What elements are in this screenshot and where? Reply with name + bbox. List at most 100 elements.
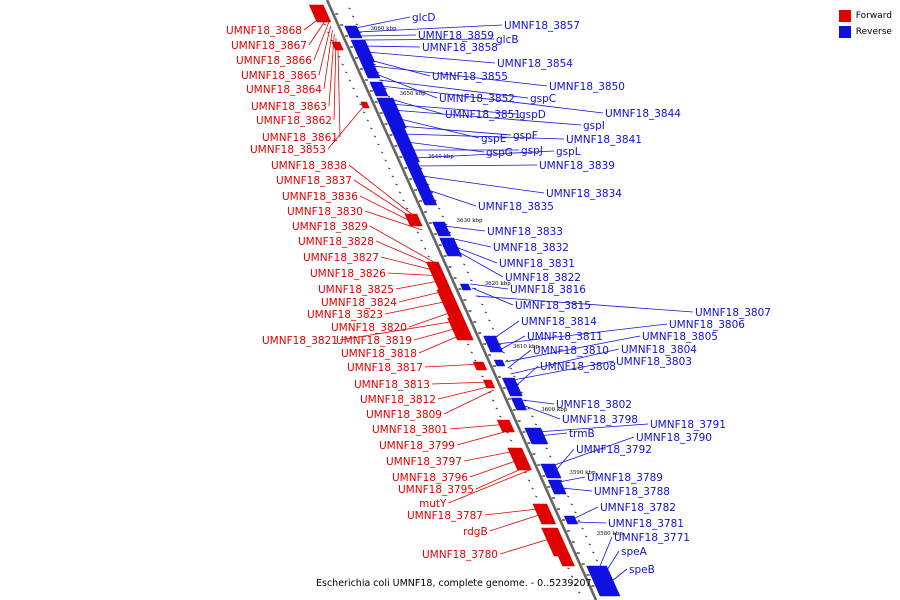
reverse-gene-label: UMNF18_3841	[566, 134, 642, 146]
reverse-gene-label: gspI	[583, 120, 605, 132]
reverse-label-leader	[392, 109, 582, 126]
forward-gene-label: UMNF18_3780	[422, 549, 498, 561]
minor-tick	[373, 135, 377, 138]
forward-gene-label: UMNF18_3797	[386, 456, 462, 468]
forward-label-leader	[456, 429, 512, 446]
forward-label-leader	[384, 299, 454, 315]
reverse-label-leader	[551, 436, 635, 467]
reverse-label-leader	[554, 448, 575, 473]
reverse-label-leader	[427, 189, 477, 207]
forward-gene-label: UMNF18_3801	[372, 424, 448, 436]
minor-tick	[592, 551, 595, 554]
forward-label-leader	[413, 325, 466, 341]
forward-gene-label: UMNF18_3853	[250, 144, 326, 156]
reverse-gene-label: UMNF18_3850	[549, 81, 625, 93]
scale-tick-label: 3610 kbp	[513, 344, 540, 350]
minor-tick	[570, 503, 574, 506]
forward-gene-label: UMNF18_3864	[246, 84, 322, 96]
minor-tick	[577, 519, 581, 522]
reverse-label-leader	[470, 283, 509, 290]
minor-tick	[423, 247, 427, 250]
reverse-gene-label: UMNF18_3816	[510, 284, 586, 296]
minor-tick	[534, 423, 538, 426]
minor-tick	[545, 447, 548, 450]
reverse-gene-arrow	[344, 25, 363, 39]
minor-tick	[345, 71, 348, 74]
reverse-gene-label: UMNF18_3782	[600, 502, 676, 514]
minor-tick	[323, 23, 326, 26]
forward-label-leader	[469, 457, 525, 478]
reverse-gene-label: UMNF18_3832	[493, 242, 569, 254]
reverse-gene-label: UMNF18_3807	[695, 307, 771, 319]
reverse-gene-label: UMNF18_3791	[650, 419, 726, 431]
scale-tick-label: 3650 kbp	[400, 91, 427, 97]
forward-label-leader	[449, 423, 509, 430]
reverse-label-leader	[494, 320, 520, 339]
forward-label-leader	[424, 363, 483, 368]
reverse-gene-label: UMNF18_3858	[422, 42, 498, 54]
forward-label-leader	[448, 469, 530, 504]
minor-tick	[595, 559, 599, 562]
forward-gene-arrow	[447, 317, 474, 341]
legend-label-reverse: Reverse	[855, 27, 892, 37]
forward-label-leader	[318, 25, 332, 76]
reverse-gene-label: UMNF18_3834	[546, 188, 622, 200]
reverse-gene-label: UMNF18_3805	[642, 331, 718, 343]
reverse-gene-label: UMNF18_3857	[504, 20, 580, 32]
reverse-gene-arrow	[439, 237, 463, 257]
minor-tick	[405, 207, 409, 210]
minor-tick	[388, 167, 391, 170]
reverse-gene-label: UMNF18_3810	[533, 345, 609, 357]
forward-label-leader	[387, 272, 443, 277]
forward-gene-label: UMNF18_3823	[307, 309, 383, 321]
reverse-gene-label: UMNF18_3839	[539, 160, 615, 172]
forward-gene-arrow	[472, 361, 488, 371]
minor-tick	[398, 191, 402, 194]
reverse-gene-label: trmB	[569, 428, 595, 440]
reverse-gene-arrow	[389, 127, 420, 163]
minor-tick	[509, 439, 513, 442]
reverse-label-leader	[403, 133, 565, 140]
reverse-label-leader	[597, 536, 613, 571]
reverse-label-leader	[576, 521, 607, 524]
reverse-gene-arrow	[524, 427, 549, 445]
forward-gene-label: mutY	[419, 498, 447, 510]
forward-gene-label: UMNF18_3787	[407, 510, 483, 522]
forward-gene-label: UMNF18_3796	[392, 472, 468, 484]
minor-tick	[574, 511, 577, 514]
legend-swatch-forward	[838, 10, 851, 22]
reverse-label-leader	[417, 164, 538, 167]
minor-tick	[509, 367, 513, 370]
forward-gene-label: UMNF18_3826	[310, 268, 386, 280]
forward-label-leader	[463, 449, 521, 462]
forward-gene-label: UMNF18_3820	[331, 322, 407, 334]
reverse-gene-arrow	[350, 39, 376, 63]
reverse-label-leader	[453, 245, 498, 264]
minor-tick	[513, 375, 516, 378]
forward-label-leader	[380, 256, 441, 273]
minor-tick	[491, 327, 495, 330]
reverse-label-leader	[369, 59, 431, 77]
minor-tick	[395, 183, 398, 186]
forward-gene-label: UMNF18_3827	[303, 252, 379, 264]
reverse-gene-arrow	[483, 335, 504, 353]
forward-label-leader	[489, 511, 549, 532]
reverse-label-leader	[538, 432, 568, 437]
reverse-gene-arrow	[459, 283, 472, 291]
minor-tick	[348, 7, 351, 10]
forward-label-leader	[303, 13, 326, 31]
reverse-label-leader	[475, 295, 694, 313]
reverse-gene-label: glcD	[412, 12, 435, 24]
minor-tick	[488, 319, 491, 322]
minor-tick	[577, 591, 581, 594]
forward-label-leader	[484, 507, 547, 516]
reverse-gene-label: UMNF18_3806	[669, 319, 745, 331]
reverse-gene-label: UMNF18_3859	[418, 30, 494, 42]
reverse-gene-label: gspG	[486, 147, 513, 159]
reverse-label-leader	[505, 335, 641, 363]
reverse-label-leader	[413, 150, 555, 159]
minor-tick	[549, 455, 552, 458]
reverse-label-leader	[454, 249, 504, 278]
forward-gene-label: UMNF18_3863	[251, 101, 327, 113]
forward-gene-label: UMNF18_3868	[226, 25, 302, 37]
